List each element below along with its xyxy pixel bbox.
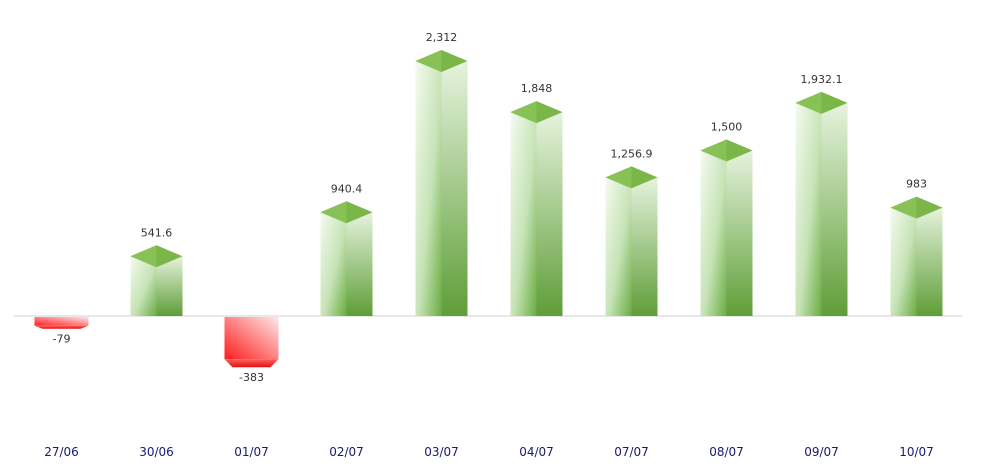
bar-08-07 (700, 139, 753, 316)
bar-front-face (34, 317, 89, 326)
bar-top-highlight (130, 245, 157, 268)
value-label: -383 (239, 371, 264, 384)
category-label: 04/07 (519, 445, 554, 459)
category-label: 03/07 (424, 445, 459, 459)
bar-top-highlight (415, 50, 442, 72)
bar-side-face (346, 212, 373, 316)
bar-front-face (795, 102, 822, 317)
bar-side-face (821, 102, 848, 317)
category-label: 09/07 (804, 445, 839, 459)
bar-front-face (320, 212, 347, 316)
bar-top-highlight (605, 166, 632, 189)
bar-30-06 (130, 245, 183, 316)
value-label: 541.6 (141, 226, 173, 239)
bar-side-face (441, 61, 468, 316)
bar-bottom-face (34, 325, 89, 329)
bar-09-07 (795, 91, 848, 317)
bar-top-highlight (795, 91, 822, 114)
bar-front-face (415, 61, 442, 316)
value-label: 1,932.1 (801, 73, 843, 86)
category-label: 07/07 (614, 445, 649, 459)
bar-front-face (130, 256, 157, 316)
bar-front-face (890, 207, 917, 316)
bar-side-face (156, 256, 183, 316)
category-label: 02/07 (329, 445, 364, 459)
value-label: 940.4 (331, 182, 363, 195)
value-label: 1,500 (711, 121, 743, 134)
category-label: 01/07 (234, 445, 269, 459)
bar-top-highlight (320, 201, 347, 224)
bar-01-07 (224, 317, 279, 368)
bar-bottom-face (224, 359, 279, 368)
category-label: 27/06 (44, 445, 79, 459)
bar-side-face (631, 177, 658, 316)
category-label: 08/07 (709, 445, 744, 459)
bar-04-07 (510, 101, 563, 316)
value-labels: -79 541.6 -383 940.4 2,312 1,848 1,256.9 1,500 1… (53, 31, 927, 384)
bar-27-06 (34, 317, 89, 329)
bars (34, 50, 943, 368)
value-label: 1,848 (521, 82, 553, 95)
bar-front-face (510, 112, 537, 316)
bar-front-face (700, 150, 727, 316)
value-label: 1,256.9 (611, 147, 653, 160)
category-labels: 27/06 30/06 01/07 02/07 03/07 04/07 07/07 08/07… (44, 445, 934, 459)
bar-10-07 (890, 196, 943, 316)
bar-02-07 (320, 201, 373, 316)
value-label: -79 (53, 333, 71, 346)
value-label: 2,312 (426, 31, 458, 44)
bar-side-face (916, 207, 943, 316)
bar-03-07 (415, 50, 468, 316)
bar-top-highlight (890, 196, 917, 219)
bar-top-highlight (510, 101, 537, 124)
bar-07-07 (605, 166, 658, 316)
bar-front-face (224, 317, 279, 360)
category-label: 30/06 (139, 445, 174, 459)
category-label: 10/07 (899, 445, 934, 459)
value-label: 983 (906, 178, 927, 191)
bar-front-face (605, 177, 632, 316)
bar-side-face (536, 112, 563, 316)
bar-top-highlight (700, 139, 727, 162)
bar-side-face (726, 150, 753, 316)
